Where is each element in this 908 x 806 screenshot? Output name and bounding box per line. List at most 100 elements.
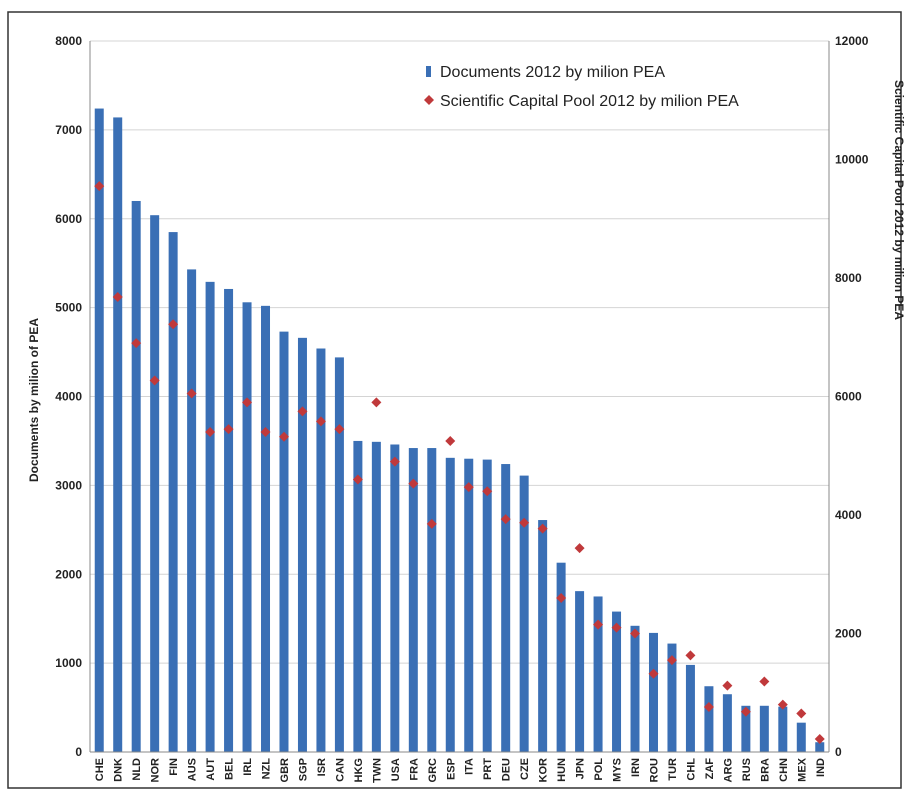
y-tick-label-right: 8000 <box>835 271 862 285</box>
bar-fra <box>408 448 418 752</box>
bar-zaf <box>704 686 714 752</box>
y-tick-label-left: 2000 <box>55 567 82 581</box>
point-series <box>94 181 825 744</box>
point-bel <box>223 424 234 435</box>
y-tick-label-right: 6000 <box>835 390 862 404</box>
point-hkg <box>352 474 363 485</box>
x-tick-label: FRA <box>408 758 420 781</box>
point-isr <box>315 416 326 427</box>
point-rus <box>740 706 751 717</box>
y-tick-label-right: 0 <box>835 745 842 759</box>
bar-cze <box>519 475 529 752</box>
point-fin <box>168 319 179 330</box>
point-arg <box>722 680 733 691</box>
bar-aut <box>205 281 215 752</box>
x-tick-label: BEL <box>224 758 236 780</box>
x-tick-label: CHN <box>778 758 790 782</box>
y-tick-label-left: 1000 <box>55 656 82 670</box>
bar-arg <box>722 694 732 752</box>
point-kor <box>537 523 548 534</box>
point-rou <box>648 668 659 679</box>
point-grc <box>426 518 437 529</box>
bar-hun <box>556 562 566 752</box>
x-tick-label: MEX <box>796 757 808 782</box>
bar-dnk <box>113 117 123 753</box>
point-jpn <box>574 543 585 554</box>
y-tick-label-right: 2000 <box>835 627 862 641</box>
bar-nor <box>150 215 160 752</box>
point-twn <box>371 397 382 408</box>
y-tick-label-right: 4000 <box>835 508 862 522</box>
bar-irn <box>630 625 640 752</box>
bar-can <box>334 357 344 752</box>
x-tick-label: HKG <box>353 758 365 782</box>
y-tick-label-left: 7000 <box>55 123 82 137</box>
point-usa <box>389 456 400 467</box>
x-tick-label: CHL <box>685 758 697 781</box>
point-irl <box>242 397 253 408</box>
x-tick-label: AUT <box>205 758 217 781</box>
x-tick-label: HUN <box>556 758 568 782</box>
point-hun <box>556 592 567 603</box>
x-tick-label: ITA <box>464 758 476 775</box>
bar-aus <box>187 269 197 752</box>
point-che <box>94 181 105 192</box>
bar-che <box>94 108 104 753</box>
bar-gbr <box>279 331 289 752</box>
bar-grc <box>427 448 437 752</box>
x-tick-label: DNK <box>113 758 125 782</box>
bar-jpn <box>575 591 585 752</box>
bar-mex <box>796 722 806 752</box>
legend-label-documents: Documents 2012 by milion PEA <box>440 64 665 81</box>
bar-fin <box>168 232 178 753</box>
point-gbr <box>278 431 289 442</box>
y-axis-right-label: Scientific Capital Pool 2012 by milion P… <box>892 80 906 320</box>
legend-label-scientific-capital: Scientific Capital Pool 2012 by milion P… <box>440 93 739 110</box>
bar-rus <box>741 705 751 752</box>
x-tick-label: NLD <box>131 758 143 781</box>
bar-tur <box>667 643 677 752</box>
bar-bel <box>224 288 234 752</box>
x-tick-label: POL <box>593 758 605 781</box>
bar-deu <box>501 464 511 752</box>
y-tick-label-left: 4000 <box>55 390 82 404</box>
x-tick-label: IRN <box>630 758 642 777</box>
x-tick-label: PRT <box>482 758 494 780</box>
point-can <box>334 424 345 435</box>
point-chn <box>777 699 788 710</box>
point-dnk <box>112 291 123 302</box>
point-mys <box>611 622 622 633</box>
x-tick-label: ROU <box>648 758 660 783</box>
bar-rou <box>648 632 658 752</box>
point-prt <box>482 486 493 497</box>
point-nzl <box>260 427 271 438</box>
bar-bra <box>759 705 769 752</box>
bar-nld <box>131 200 141 753</box>
x-tick-label: DEU <box>501 758 513 781</box>
x-tick-label: RUS <box>741 758 753 781</box>
y-tick-label-left: 8000 <box>55 34 82 48</box>
x-tick-label: JPN <box>575 758 587 779</box>
point-ind <box>814 733 825 744</box>
y-axis-left-label: Documents by milion of PEA <box>27 318 41 482</box>
x-tick-label: BRA <box>759 758 771 782</box>
point-nld <box>131 338 142 349</box>
x-tick-label: CHE <box>94 758 106 781</box>
point-nor <box>149 375 160 386</box>
bar-kor <box>538 520 548 752</box>
point-ita <box>463 482 474 493</box>
point-fra <box>408 478 419 489</box>
bar-sgp <box>297 337 307 752</box>
point-sgp <box>297 406 308 417</box>
x-tick-label: GRC <box>427 758 439 783</box>
point-chl <box>685 650 696 661</box>
x-tick-label: ESP <box>445 758 457 780</box>
bar-hkg <box>353 440 363 752</box>
x-tick-label: IRL <box>242 758 254 776</box>
point-cze <box>519 517 530 528</box>
x-tick-label: USA <box>390 758 402 781</box>
point-zaf <box>703 701 714 712</box>
x-tick-label: CZE <box>519 758 531 780</box>
